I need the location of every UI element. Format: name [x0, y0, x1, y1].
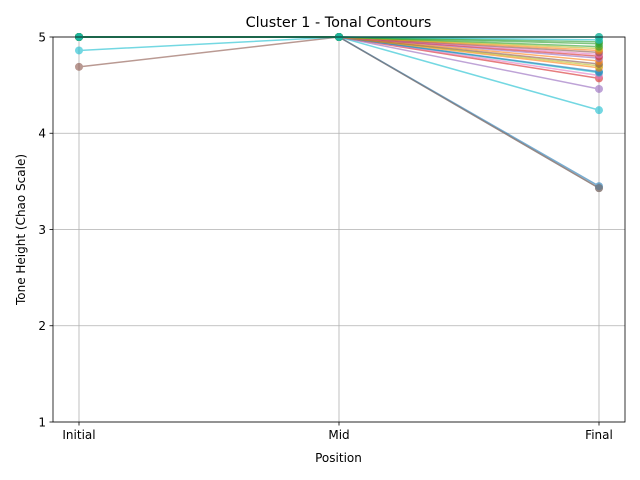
y-axis-label: Tone Height (Chao Scale) — [14, 154, 28, 306]
grid — [53, 36, 625, 423]
x-axis: Initial Mid Final — [62, 422, 613, 442]
x-tick-label: Initial — [62, 428, 95, 442]
y-tick-label: 4 — [38, 127, 46, 141]
y-tick-label: 5 — [38, 30, 46, 44]
x-tick-label: Mid — [328, 428, 349, 442]
x-axis-label: Position — [315, 451, 362, 465]
data-point — [75, 62, 83, 71]
y-axis: 1 2 3 4 5 — [38, 30, 53, 429]
y-tick-label: 1 — [38, 415, 46, 429]
chart-title: Cluster 1 - Tonal Contours — [246, 15, 432, 31]
data-point — [595, 184, 603, 193]
data-point — [595, 106, 603, 115]
y-tick-label: 2 — [38, 319, 46, 333]
x-tick-label: Final — [585, 428, 613, 442]
data-point — [75, 46, 83, 55]
y-tick-label: 3 — [38, 223, 46, 237]
data-point — [595, 84, 603, 93]
